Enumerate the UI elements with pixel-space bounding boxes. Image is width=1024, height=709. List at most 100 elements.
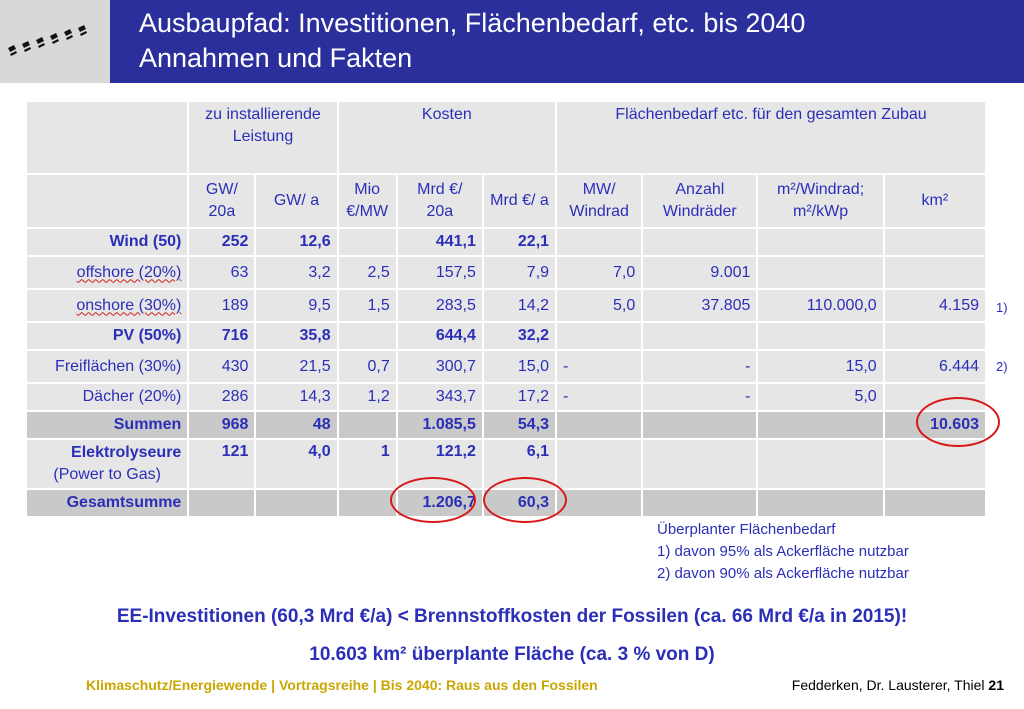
table-cell: 15,0: [758, 351, 883, 382]
row-label-text: offshore (20%): [76, 263, 182, 281]
table-cell: [884, 229, 985, 255]
table-cell: [884, 323, 985, 349]
sub-header: Mio €/MW: [338, 175, 396, 227]
table-cell: 968: [189, 412, 255, 438]
table-cell: [884, 440, 985, 488]
table-cell: [884, 257, 985, 288]
table-cell: 1: [338, 440, 396, 488]
table-cell: 3,2: [256, 257, 337, 288]
table-cell: 300,7: [397, 351, 482, 382]
row-label-subtext: (Power to Gas): [53, 466, 161, 483]
title-line-2: Annahmen und Fakten: [139, 43, 413, 73]
footer-authors-text: Fedderken, Dr. Lausterer, Thiel: [791, 677, 985, 693]
sub-header: km²: [884, 175, 985, 227]
table-row: Wind (50) 252 12,6 441,1 22,1: [27, 229, 985, 255]
conclusion-line-2: 10.603 km² überplante Fläche (ca. 3 % vo…: [309, 644, 715, 665]
table-cell: [643, 490, 757, 516]
sub-header: MW/ Windrad: [557, 175, 642, 227]
table-cell: 121: [189, 440, 255, 488]
footnote-marker-1: 1): [996, 300, 1008, 315]
page-number: 21: [988, 677, 1004, 693]
row-label: Dächer (20%): [27, 384, 188, 410]
highlight-circle-total-a: [483, 477, 567, 523]
table-cell: 14,2: [483, 290, 556, 321]
note-line: 2) davon 90% als Ackerfläche nutzbar: [657, 565, 909, 582]
table-cell: [643, 229, 757, 255]
highlight-circle-km2: [916, 397, 1000, 447]
table-cell: -: [643, 351, 757, 382]
table-cell: 37.805: [643, 290, 757, 321]
table-cell: 35,8: [256, 323, 337, 349]
table-cell: 7,9: [483, 257, 556, 288]
table-cell: -: [557, 384, 642, 410]
table-cell: 22,1: [483, 229, 556, 255]
row-label: Freiflächen (30%): [27, 351, 188, 382]
sub-header: m²/Windrad; m²/kWp: [758, 175, 883, 227]
table-cell: [256, 490, 337, 516]
table-cell: [643, 323, 757, 349]
table-cell: 189: [189, 290, 255, 321]
table-cell: 343,7: [397, 384, 482, 410]
footnote-marker-2: 2): [996, 359, 1008, 374]
table-cell: [189, 490, 255, 516]
table-cell: 5,0: [557, 290, 642, 321]
row-label: PV (50%): [27, 323, 188, 349]
table-cell: 9.001: [643, 257, 757, 288]
highlight-circle-total-20a: [390, 477, 476, 523]
table-cell: 157,5: [397, 257, 482, 288]
table-row: Summen 968 48 1.085,5 54,3 10.603: [27, 412, 985, 438]
table-cell: 63: [189, 257, 255, 288]
row-label: onshore (30%): [27, 290, 188, 321]
table-cell: 12,6: [256, 229, 337, 255]
row-label-text: Elektrolyseure: [71, 444, 182, 461]
logo: [0, 0, 110, 83]
table-cell: 4.159: [884, 290, 985, 321]
table-cell: [643, 440, 757, 488]
table-cell: 430: [189, 351, 255, 382]
table-cell: [758, 440, 883, 488]
table-cell: 9,5: [256, 290, 337, 321]
sub-header: Mrd €/ 20a: [397, 175, 482, 227]
table-cell: [338, 490, 396, 516]
row-label: offshore (20%): [27, 257, 188, 288]
table-cell: 1,5: [338, 290, 396, 321]
table-cell: [758, 257, 883, 288]
table-cell: 0,7: [338, 351, 396, 382]
table-row: Freiflächen (30%) 430 21,5 0,7 300,7 15,…: [27, 351, 985, 382]
table-cell: [758, 490, 883, 516]
table-row: onshore (30%) 189 9,5 1,5 283,5 14,2 5,0…: [27, 290, 985, 321]
table-cell: 32,2: [483, 323, 556, 349]
data-table: zu installierende Leistung Kosten Fläche…: [27, 100, 987, 518]
note-line: Überplanter Flächenbedarf: [657, 521, 836, 538]
table-cell: -: [643, 384, 757, 410]
table-sub-header-row: GW/ 20a GW/ a Mio €/MW Mrd €/ 20a Mrd €/…: [27, 175, 985, 227]
table-cell: 644,4: [397, 323, 482, 349]
table-corner-2: [27, 175, 188, 227]
table-cell: [758, 412, 883, 438]
footer-series-title: Klimaschutz/Energiewende | Vortragsreihe…: [86, 677, 598, 693]
table-cell: [557, 440, 642, 488]
table-cell: [557, 490, 642, 516]
page-title: Ausbaupfad: Investitionen, Flächenbedarf…: [139, 6, 805, 76]
table-cell: 252: [189, 229, 255, 255]
table-cell: [758, 323, 883, 349]
sub-header: GW/ a: [256, 175, 337, 227]
footer-authors: Fedderken, Dr. Lausterer, Thiel 21: [792, 677, 1004, 693]
sub-header: Mrd €/ a: [483, 175, 556, 227]
table-cell: 15,0: [483, 351, 556, 382]
table-cell: 6.444: [884, 351, 985, 382]
table-cell: [557, 412, 642, 438]
table-cell: 54,3: [483, 412, 556, 438]
table-cell: [758, 229, 883, 255]
table-cell: 17,2: [483, 384, 556, 410]
table-cell: 5,0: [758, 384, 883, 410]
table-row: Elektrolyseure (Power to Gas) 121 4,0 1 …: [27, 440, 985, 488]
table-cell: [884, 490, 985, 516]
conclusion-line-1: EE-Investitionen (60,3 Mrd €/a) < Brenns…: [116, 606, 908, 627]
header-bar: Ausbaupfad: Investitionen, Flächenbedarf…: [0, 0, 1024, 83]
sub-header: Anzahl Windräder: [643, 175, 757, 227]
note-line: 1) davon 95% als Ackerfläche nutzbar: [657, 543, 909, 560]
table-cell: 14,3: [256, 384, 337, 410]
table-cell: 110.000,0: [758, 290, 883, 321]
table-cell: 1.085,5: [397, 412, 482, 438]
